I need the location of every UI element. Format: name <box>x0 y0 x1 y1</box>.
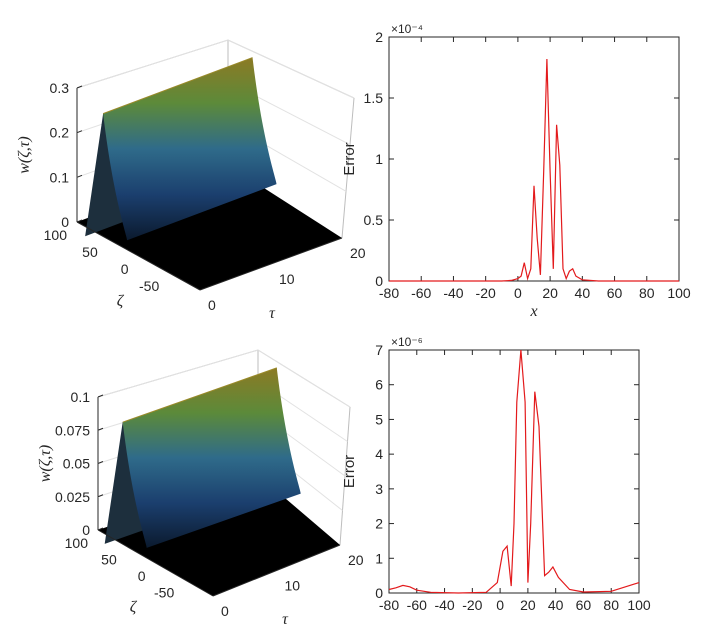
z-tick-mark <box>97 427 104 431</box>
tau-axis-label: τ <box>282 611 289 628</box>
floor-plane <box>98 475 340 596</box>
z-tick-mark <box>76 219 83 223</box>
z-tick-mark <box>97 461 104 464</box>
x-tick-label: -20 <box>476 285 496 301</box>
y-tick-label: 6 <box>375 377 383 393</box>
z-axis-label: w(ζ,τ) <box>37 445 54 483</box>
zeta-axis-line <box>97 529 214 597</box>
z-tick-label: 0.025 <box>55 489 90 505</box>
tau-axis-line <box>199 237 343 291</box>
z-tick-label: 0.3 <box>50 80 70 96</box>
x-tick-label: 80 <box>639 285 655 301</box>
y-tick-label: 2 <box>375 29 383 45</box>
error-plot-top: -80 -60 -40 -20 0 20 40 60 80 100 0 0.5 1 1.5 2 Error ×1… <box>341 22 691 320</box>
x-tick-label: 100 <box>667 285 691 301</box>
z-tick-mark <box>97 394 104 398</box>
tau-tick-label: 0 <box>221 603 229 619</box>
tau-axis-line <box>212 544 341 597</box>
zeta-tick-label: -50 <box>139 278 159 294</box>
tau-tick-label: 20 <box>350 245 366 261</box>
y-tick-label: 3 <box>375 481 383 497</box>
z-axis-label: w(ζ,τ) <box>16 136 33 174</box>
floor-plane <box>77 165 342 290</box>
x-tick-label: 0 <box>514 285 522 301</box>
error-series-line <box>389 58 679 282</box>
ridge-crest <box>122 367 277 423</box>
tau-axis-label: τ <box>269 305 276 322</box>
back-edge <box>341 97 355 239</box>
z-tick-label: 0.05 <box>63 456 90 472</box>
z-tick-mark <box>97 494 104 498</box>
error-plot-bottom: -80 -60 -40 -20 0 20 40 60 80 100 0 1 2 3 4 5 6 7 Error ×10… <box>341 335 651 613</box>
z-tick-mark <box>76 85 83 89</box>
zeta-tick-label: 0 <box>121 261 129 277</box>
z-gridline <box>76 39 355 99</box>
x-tick-label: 60 <box>576 597 592 613</box>
y-axis-label: Error <box>341 455 358 488</box>
x-tick-label: 20 <box>542 285 558 301</box>
y-tick-label: 0.5 <box>364 212 384 228</box>
x-tick-label: 80 <box>603 597 619 613</box>
x-tick-label: -60 <box>411 285 431 301</box>
axis-exponent: ×10⁻⁴ <box>391 22 423 36</box>
y-tick-label: 5 <box>375 411 383 427</box>
zeta-tick-label: 100 <box>44 227 68 243</box>
y-tick-label: 7 <box>375 342 383 358</box>
surface-plot-top: 0 0.1 0.2 0.3 100 50 0 -50 0 10 20 w(ζ,τ) ζ τ <box>16 39 366 322</box>
zeta-tick-label: 0 <box>138 568 146 584</box>
z-gridline <box>97 349 351 408</box>
zeta-tick-label: 100 <box>65 535 89 551</box>
y-tick-label: 2 <box>375 516 383 532</box>
y-tick-label: 1 <box>375 151 383 167</box>
z-tick-mark <box>76 174 83 178</box>
zeta-tick-label: 50 <box>101 552 117 568</box>
x-axis-label: x <box>529 303 537 320</box>
z-tick-label: 0.1 <box>71 389 91 405</box>
y-tick-label: 1.5 <box>364 90 384 106</box>
x-tick-label: -80 <box>379 597 399 613</box>
y-tick-label: 0 <box>375 585 383 601</box>
x-tick-label: 20 <box>520 597 536 613</box>
surface-plot-bottom: 0 0.025 0.05 0.075 0.1 100 50 0 -50 0 10 20 w(ζ,τ) ζ τ <box>37 349 364 628</box>
x-tick-label: 40 <box>548 597 564 613</box>
x-tick-label: -40 <box>443 285 463 301</box>
zeta-axis-line <box>76 221 201 291</box>
axis-exponent: ×10⁻⁶ <box>391 335 423 349</box>
x-tick-label: 100 <box>627 597 651 613</box>
tau-tick-label: 10 <box>285 578 301 594</box>
x-tick-label: 40 <box>575 285 591 301</box>
x-tick-label: 60 <box>607 285 623 301</box>
error-series-line <box>388 349 640 594</box>
zeta-axis-label: ζ <box>117 293 125 310</box>
y-tick-label: 1 <box>375 550 383 566</box>
tau-tick-label: 0 <box>208 297 216 313</box>
z-tick-label: 0.075 <box>55 422 90 438</box>
z-tick-label: 0.2 <box>50 125 70 141</box>
y-tick-label: 4 <box>375 446 383 462</box>
x-tick-label: 0 <box>496 597 504 613</box>
ridge-surface <box>103 57 277 241</box>
zeta-axis-label: ζ <box>130 599 138 616</box>
z-tick-mark <box>76 130 83 134</box>
y-tick-label: 0 <box>375 273 383 289</box>
plot-frame <box>388 349 640 594</box>
tau-tick-label: 10 <box>279 271 295 287</box>
x-tick-label: -80 <box>379 285 399 301</box>
z-tick-label: 0.1 <box>50 169 70 185</box>
x-tick-label: -60 <box>407 597 427 613</box>
zeta-tick-label: -50 <box>154 585 174 601</box>
tau-tick-label: 20 <box>348 552 364 568</box>
x-tick-label: -20 <box>462 597 482 613</box>
ridge-crest <box>102 57 253 115</box>
zeta-tick-label: 50 <box>82 244 98 260</box>
y-axis-label: Error <box>341 142 358 175</box>
x-tick-label: -40 <box>434 597 454 613</box>
z-tick-mark <box>97 527 104 531</box>
z-tick-label: 0 <box>61 214 69 230</box>
ridge-surface <box>122 367 301 548</box>
plot-frame <box>388 36 680 282</box>
z-tick-label: 0 <box>82 522 90 538</box>
